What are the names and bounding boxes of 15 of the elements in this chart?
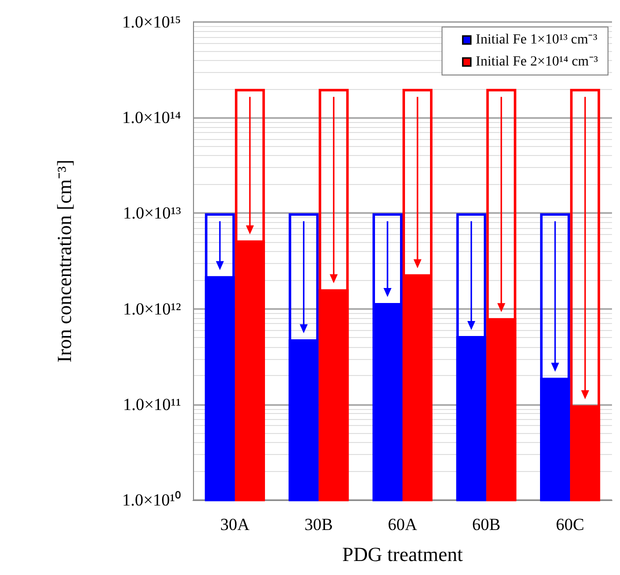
x-tick-label: 60A [388, 515, 418, 534]
x-axis-title: PDG treatment [342, 544, 464, 566]
y-tick-label: 1.0×10¹³ [122, 204, 181, 223]
y-tick-label: 1.0×10¹⁰ [122, 490, 181, 510]
y-tick-label: 1.0×10¹² [122, 299, 181, 318]
legend-label: Initial Fe 1×10¹³ cm⁻³ [476, 32, 598, 48]
y-tick-label: 1.0×10¹⁵ [122, 12, 182, 32]
x-tick-label: 60B [472, 515, 500, 534]
x-tick-label: 60C [556, 515, 584, 534]
x-tick-label: 30A [220, 515, 250, 534]
y-tick-label: 1.0×10¹⁴ [122, 108, 182, 128]
y-axis-title: Iron concentration [cm⁻³] [54, 160, 76, 362]
x-tick-label: 30B [304, 515, 333, 534]
legend-label: Initial Fe 2×10¹⁴ cm⁻³ [476, 54, 598, 70]
y-tick-label: 1.0×10¹¹ [122, 394, 181, 414]
